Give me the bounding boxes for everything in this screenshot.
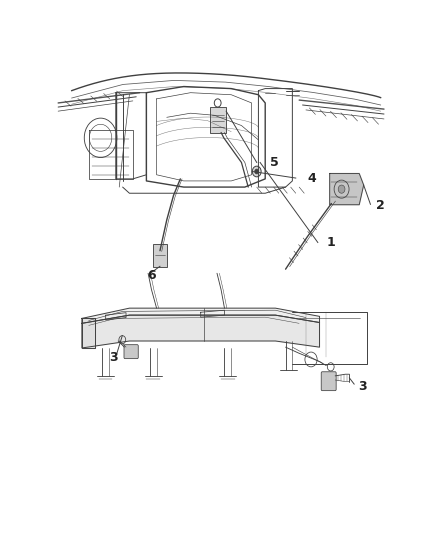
Polygon shape (82, 308, 320, 324)
Circle shape (252, 166, 261, 177)
Text: 2: 2 (375, 199, 384, 212)
Text: 1: 1 (326, 236, 335, 249)
FancyBboxPatch shape (209, 107, 226, 133)
Circle shape (338, 185, 345, 193)
FancyBboxPatch shape (124, 345, 138, 359)
FancyBboxPatch shape (321, 372, 336, 391)
Text: 3: 3 (109, 351, 117, 364)
Polygon shape (330, 174, 364, 205)
Text: 6: 6 (147, 269, 156, 282)
Polygon shape (82, 318, 95, 348)
Text: 5: 5 (270, 156, 279, 169)
Polygon shape (82, 315, 320, 348)
Text: 3: 3 (359, 379, 367, 393)
Text: 4: 4 (307, 172, 316, 185)
Circle shape (254, 169, 259, 174)
FancyBboxPatch shape (153, 244, 167, 267)
